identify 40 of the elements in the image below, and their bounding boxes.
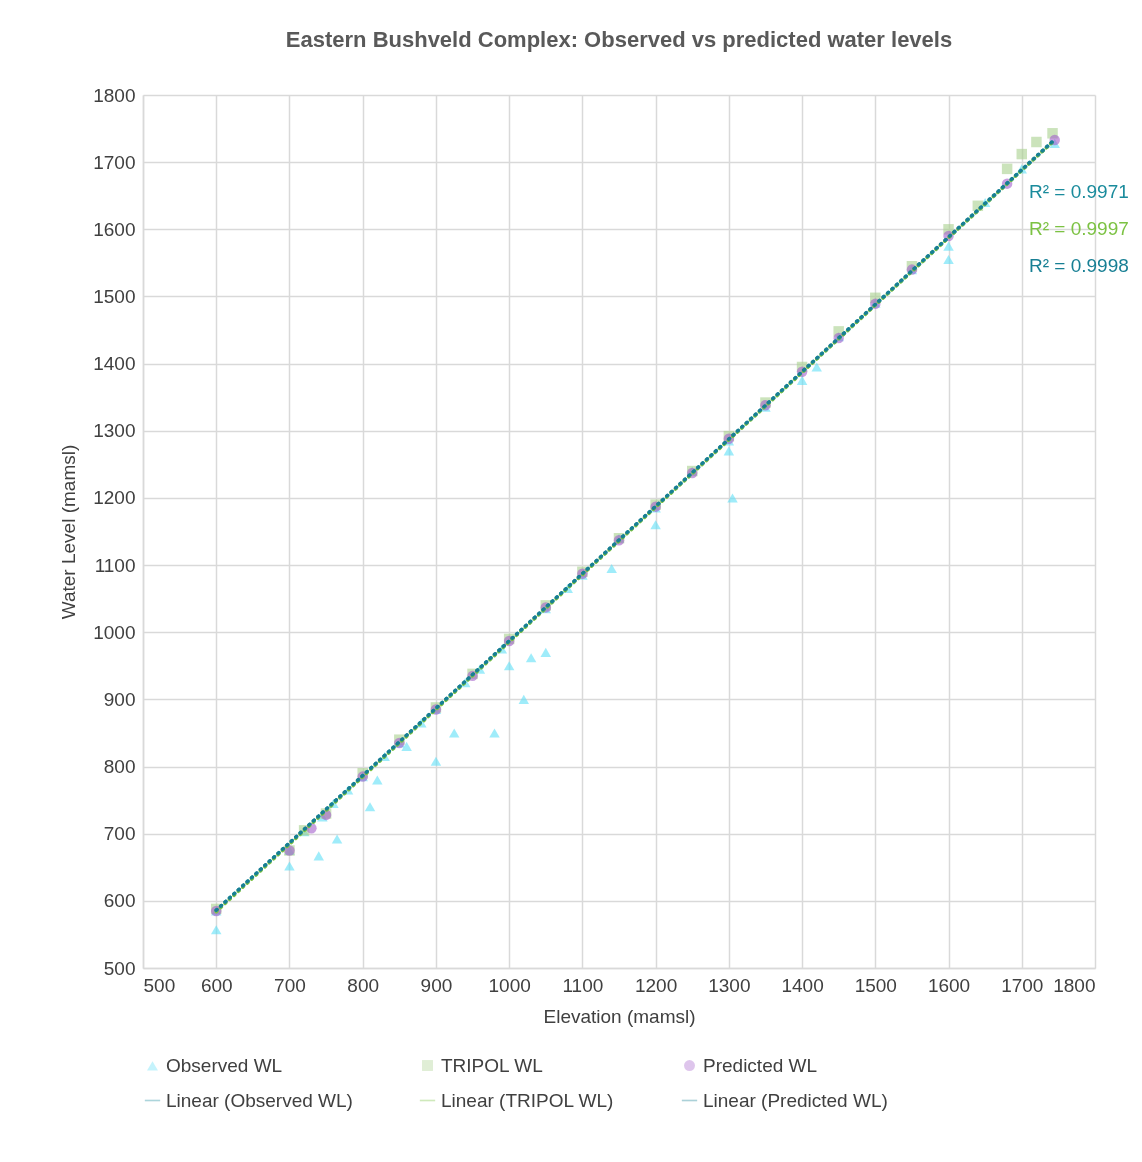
x-tick-label: 1800 [1053,974,1096,996]
legend-label: Linear (Predicted WL) [703,1089,888,1111]
x-tick-label: 1000 [488,974,531,996]
x-tick-label: 1300 [708,974,751,996]
annotation: R² = 0.9998 [1029,255,1129,276]
y-tick-label: 1200 [93,487,136,509]
chart-title: Eastern Bushveld Complex: Observed vs predicted water levels [285,27,953,52]
x-tick-label: 1600 [927,974,971,996]
legend-label: Linear (TRIPOL WL) [441,1089,614,1111]
y-tick-label: 1100 [94,554,136,576]
x-axis-title: Elevation (mamsl) [543,1005,696,1027]
y-tick-label: 700 [103,823,136,845]
x-tick-label: 1200 [634,974,678,996]
x-tick-label: 1500 [854,974,897,996]
y-tick-label: 1000 [93,621,136,643]
y-tick-label: 1700 [93,151,136,173]
y-tick-label: 500 [103,957,136,979]
y-tick-label: 1400 [93,353,136,375]
annotation: R² = 0.9997 [1029,218,1129,239]
x-tick-label: 500 [143,974,176,996]
y-tick-label: 1800 [93,84,136,106]
x-tick-label: 1700 [1001,974,1044,996]
y-tick-label: 800 [103,756,136,778]
y-tick-label: 1500 [93,285,136,307]
legend-label: TRIPOL WL [441,1054,543,1076]
x-tick-label: 800 [347,974,380,996]
x-tick-label: 600 [200,974,233,996]
x-tick-label: 900 [420,974,453,996]
y-tick-label: 1300 [93,420,136,442]
x-tick-label: 700 [274,974,306,996]
legend-label: Linear (Observed WL) [166,1089,353,1111]
y-tick-label: 1600 [93,218,136,240]
y-tick-label: 900 [103,688,136,710]
x-tick-label: 1400 [781,974,824,996]
annotation: R² = 0.9971 [1029,181,1129,202]
y-axis-title: Water Level (mamsl) [58,444,80,620]
legend-label: Predicted WL [703,1054,818,1076]
legend-label: Observed WL [166,1054,283,1076]
x-tick-label: 1100 [562,974,604,996]
y-tick-label: 600 [103,890,136,912]
